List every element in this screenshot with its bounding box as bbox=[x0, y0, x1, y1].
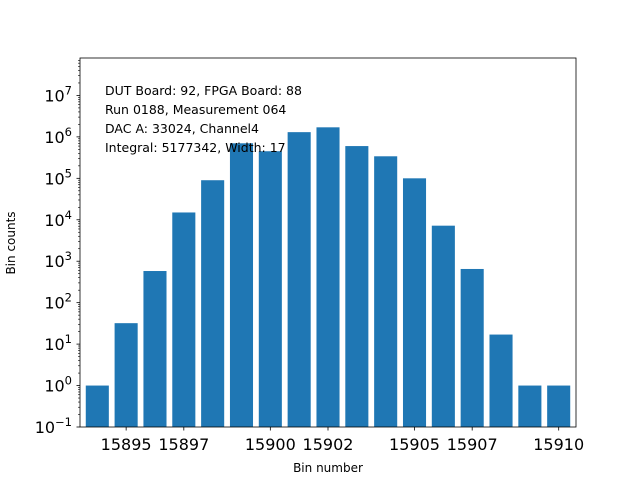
x-tick-label: 15907 bbox=[447, 435, 498, 454]
y-tick-label: 106 bbox=[44, 125, 72, 147]
bar-15896 bbox=[143, 271, 167, 427]
bar-15900 bbox=[258, 151, 282, 427]
x-tick-label: 15895 bbox=[101, 435, 152, 454]
annotation-line: DAC A: 33024, Channel4 bbox=[105, 121, 259, 136]
x-tick-label: 15905 bbox=[389, 435, 440, 454]
y-axis-label: Bin counts bbox=[4, 211, 18, 274]
x-tick-label: 15910 bbox=[533, 435, 584, 454]
bar-15895 bbox=[114, 323, 138, 427]
annotation-line: DUT Board: 92, FPGA Board: 88 bbox=[105, 83, 302, 98]
annotation-line: Run 0188, Measurement 064 bbox=[105, 102, 286, 117]
bar-15905 bbox=[402, 178, 427, 427]
y-tick-label: 101 bbox=[44, 332, 72, 354]
bar-15908 bbox=[489, 334, 513, 427]
y-ticks-group: 10−1 100 101 102 103 104 105 106 107 bbox=[35, 60, 80, 437]
y-tick-label: 105 bbox=[44, 166, 72, 188]
bar-15903 bbox=[345, 146, 369, 427]
x-ticks-group: 15895 15897 15900 15902 15905 15907 15910 bbox=[101, 427, 584, 454]
bar-15909 bbox=[518, 385, 542, 427]
bar-15906 bbox=[431, 225, 455, 427]
y-tick-label: 107 bbox=[44, 83, 72, 105]
bar-15899 bbox=[229, 143, 254, 428]
y-tick-label: 102 bbox=[44, 291, 72, 313]
annotation-box: DUT Board: 92, FPGA Board: 88 Run 0188, M… bbox=[105, 83, 302, 155]
annotation-line: Integral: 5177342, Width: 17 bbox=[105, 140, 286, 155]
y-tick-label: 103 bbox=[44, 249, 72, 271]
y-tick-label: 10−1 bbox=[35, 415, 72, 437]
x-tick-label: 15897 bbox=[158, 435, 209, 454]
bar-15904 bbox=[374, 156, 398, 428]
y-tick-label: 100 bbox=[44, 374, 72, 396]
bar-15907 bbox=[460, 268, 484, 427]
bar-15901 bbox=[287, 132, 311, 427]
x-axis-label: Bin number bbox=[293, 461, 363, 475]
y-tick-label: 104 bbox=[44, 208, 72, 230]
bar-15897 bbox=[172, 212, 196, 427]
bar-15902 bbox=[316, 127, 340, 427]
bars-group bbox=[85, 127, 571, 428]
x-tick-label: 15900 bbox=[245, 435, 296, 454]
x-tick-label: 15902 bbox=[303, 435, 354, 454]
bar-15894 bbox=[85, 385, 109, 427]
bar-15910 bbox=[547, 385, 571, 427]
plot-frame bbox=[79, 57, 577, 428]
bar-15898 bbox=[201, 180, 225, 427]
